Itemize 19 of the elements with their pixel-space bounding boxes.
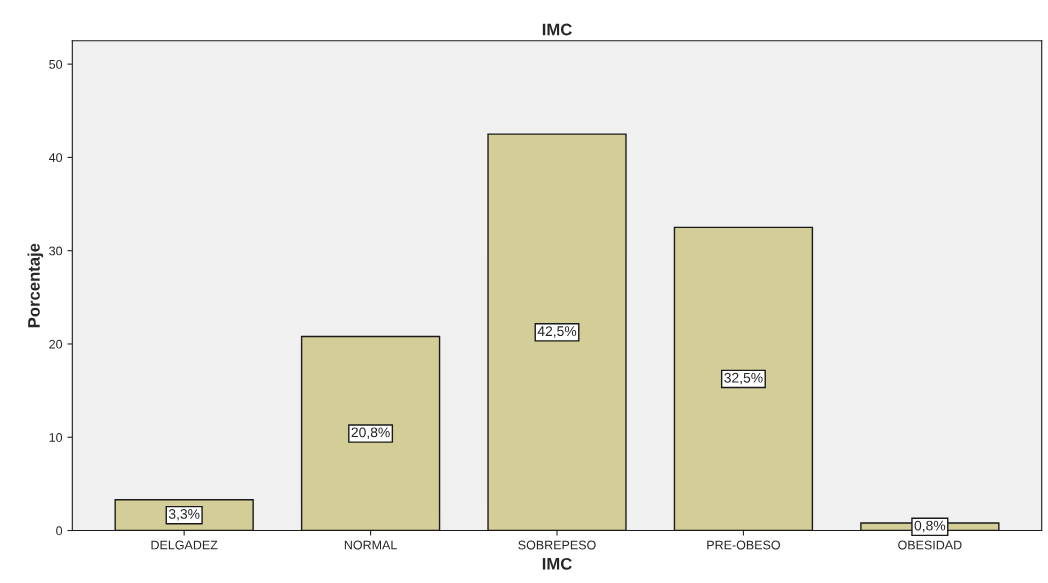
x-tick-label: SOBREPESO	[518, 540, 596, 550]
y-tick-label: 50	[49, 59, 63, 69]
y-axis-title: Porcentaje	[27, 243, 44, 328]
x-tick-label: PRE-OBESO	[707, 540, 780, 550]
x-tick-label: OBESIDAD	[898, 540, 962, 550]
y-tick-label: 30	[49, 246, 63, 256]
y-tick-label: 0	[56, 526, 63, 536]
y-tick-label: 20	[49, 339, 63, 349]
chart-title: IMC	[542, 23, 572, 36]
x-axis-title: IMC	[542, 557, 572, 570]
x-tick-label: NORMAL	[344, 540, 397, 550]
data-label: 3,3%	[168, 509, 200, 521]
data-label: 32,5%	[724, 372, 763, 385]
x-tick-label: DELGADEZ	[151, 540, 218, 550]
y-tick-label: 10	[49, 433, 63, 442]
data-label: 42,5%	[537, 326, 577, 338]
y-tick-label: 40	[48, 153, 63, 163]
data-label: 20,8%	[351, 427, 390, 439]
data-label: 0,8%	[914, 520, 946, 533]
